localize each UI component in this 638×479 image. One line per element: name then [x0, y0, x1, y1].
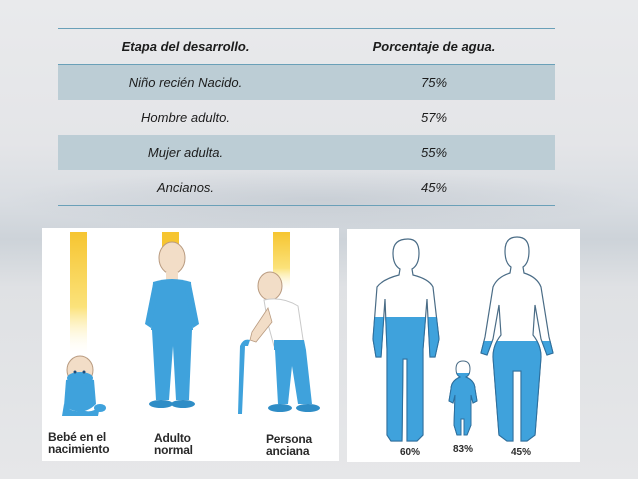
cell-percent: 57%	[420, 110, 448, 125]
cell-stage: Niño recién Nacido.	[128, 75, 243, 90]
adult-caption-line2: normal	[154, 443, 193, 457]
age-figures-svg	[62, 232, 320, 416]
baby-figure	[62, 355, 106, 416]
water-percentage-table: Etapa del desarrollo. Porcentaje de agua…	[58, 28, 555, 206]
header-percent: Porcentaje de agua.	[372, 39, 496, 54]
cell-stage: Hombre adulto.	[141, 110, 230, 125]
cell-percent: 55%	[420, 145, 448, 160]
silhouettes-svg	[372, 236, 554, 442]
elder-caption: Persona anciana	[266, 433, 312, 457]
table-row: Niño recién Nacido. 75%	[58, 64, 555, 100]
elder-caption-line2: anciana	[266, 444, 310, 458]
baby-percent-label: 83%	[453, 444, 474, 455]
cell-percent: 45%	[420, 180, 448, 195]
man-percent-label: 60%	[400, 447, 421, 458]
woman-silhouette	[480, 236, 554, 442]
table-header-row: Etapa del desarrollo. Porcentaje de agua…	[58, 28, 555, 65]
table-row: Ancianos. 45%	[58, 170, 555, 206]
baby-silhouette	[448, 360, 478, 436]
header-stage: Etapa del desarrollo.	[121, 39, 250, 54]
cell-stage: Mujer adulta.	[147, 145, 224, 160]
cell-percent: 75%	[420, 75, 448, 90]
cell-stage: Ancianos.	[156, 180, 215, 195]
water-by-age-illustration: Bebé en el nacimiento Adulto normal Pers…	[42, 228, 339, 461]
woman-percent-label: 45%	[511, 447, 532, 458]
elder-caption-line1: Persona	[266, 432, 312, 446]
elder-figure	[238, 271, 320, 414]
adult-caption-line1: Adulto	[154, 431, 191, 445]
table-row: Mujer adulta. 55%	[58, 135, 555, 170]
man-silhouette	[372, 238, 440, 442]
baby-light-beam	[70, 232, 87, 357]
baby-caption: Bebé en el nacimiento	[48, 430, 110, 456]
adult-figure	[145, 241, 199, 408]
baby-caption-line1: Bebé en el	[48, 430, 107, 444]
baby-caption-line2: nacimiento	[48, 442, 110, 456]
background-wave	[0, 170, 638, 230]
table-row: Hombre adulto. 57%	[58, 100, 555, 135]
adult-caption: Adulto normal	[154, 432, 193, 456]
body-water-silhouettes: 60% 83% 45%	[347, 229, 580, 462]
